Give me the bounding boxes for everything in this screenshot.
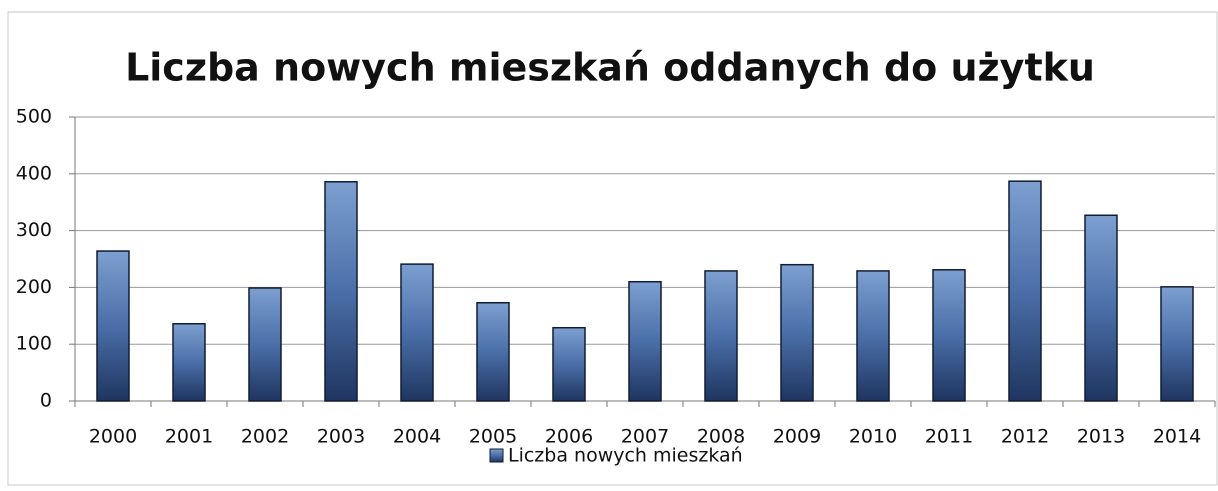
x-tick-label: 2005 xyxy=(469,426,517,448)
x-tick-label: 2003 xyxy=(317,426,365,448)
x-tick-label: 2009 xyxy=(773,426,821,448)
legend-label: Liczba nowych mieszkań xyxy=(508,445,743,467)
x-tick-label: 2013 xyxy=(1077,426,1125,448)
y-tick-label: 500 xyxy=(16,106,52,128)
y-tick-label: 0 xyxy=(40,390,52,412)
x-tick-label: 2010 xyxy=(849,426,897,448)
bar xyxy=(96,250,130,402)
x-tick-label: 2012 xyxy=(1001,426,1049,448)
bar xyxy=(324,181,358,402)
bar xyxy=(248,287,282,402)
bar xyxy=(476,301,510,402)
x-tick-label: 2002 xyxy=(241,426,289,448)
x-tick-label: 2001 xyxy=(165,426,213,448)
bar xyxy=(400,263,434,402)
x-tick-label: 2014 xyxy=(1153,426,1201,448)
x-tick-label: 2011 xyxy=(925,426,973,448)
bar xyxy=(780,263,814,402)
x-tick-label: 2007 xyxy=(621,426,669,448)
legend-swatch xyxy=(489,448,504,463)
bar xyxy=(704,270,738,402)
x-tick-label: 2000 xyxy=(89,426,137,448)
bar xyxy=(932,269,966,402)
bar xyxy=(856,270,890,402)
y-tick-label: 100 xyxy=(16,333,52,355)
x-tick-label: 2004 xyxy=(393,426,441,448)
x-tick-label: 2008 xyxy=(697,426,745,448)
bar xyxy=(1084,214,1118,402)
x-tick-label: 2006 xyxy=(545,426,593,448)
bar xyxy=(1160,286,1194,402)
bar xyxy=(628,280,662,402)
bar xyxy=(552,326,586,402)
y-tick-label: 400 xyxy=(16,162,52,184)
y-tick-label: 200 xyxy=(16,276,52,298)
y-tick-label: 300 xyxy=(16,219,52,241)
bar xyxy=(1008,180,1042,402)
chart-title: Liczba nowych mieszkań oddanych do użytk… xyxy=(125,46,1095,90)
bar xyxy=(172,323,206,402)
